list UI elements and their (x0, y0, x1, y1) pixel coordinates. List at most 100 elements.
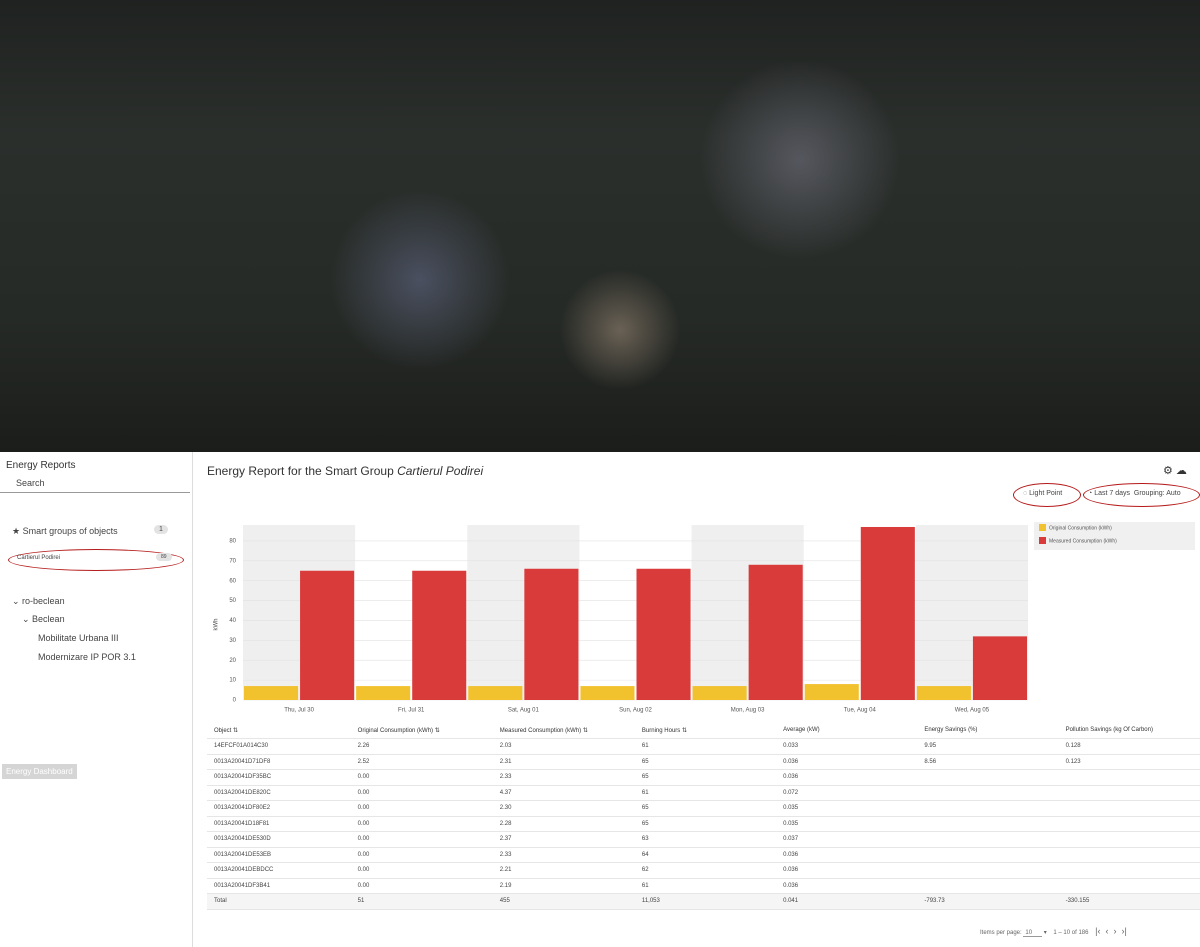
page-range: 1 – 10 of 186 (1053, 930, 1089, 936)
tree-node[interactable]: Mobilitate Urbana III (38, 633, 119, 643)
cell: 2.37 (492, 831, 635, 848)
cell (1058, 769, 1200, 786)
x-tick-label: Tue, Aug 04 (844, 708, 877, 714)
search[interactable]: Search (0, 478, 190, 493)
grouping-label: Grouping: Auto (1133, 490, 1181, 497)
tree-node[interactable]: ⌄ Beclean (22, 614, 65, 624)
cell (1058, 800, 1200, 817)
tree-label: Beclean (32, 614, 65, 624)
total-cell: 51 (350, 893, 493, 910)
total-cell: -330.155 (1058, 893, 1200, 910)
cell: 2.52 (350, 754, 493, 770)
cell: 0013A20041DF35BC (207, 769, 351, 786)
dashboard-button[interactable]: Energy Dashboard (2, 764, 77, 779)
legend-label: Measured Consumption (kWh) (1049, 538, 1117, 544)
cell: 0013A20041DF80E2 (207, 800, 351, 817)
cell: 2.21 (492, 862, 635, 879)
cell (917, 831, 1059, 848)
cell: 0.00 (350, 878, 493, 894)
search-placeholder: Search (16, 478, 45, 488)
bar (356, 686, 411, 700)
bar (244, 686, 299, 700)
column-header: Average (kW) (776, 722, 918, 739)
cell (1058, 847, 1200, 863)
legend-swatch (1039, 524, 1046, 531)
cell: 65 (634, 754, 777, 770)
legend-label: Original Consumption (kWh) (1049, 525, 1112, 531)
x-tick-label: Thu, Jul 30 (284, 708, 314, 714)
cell (917, 785, 1059, 801)
cell: 0.00 (350, 816, 493, 832)
cell: 0013A20041D71DF8 (207, 754, 351, 770)
tree-node[interactable]: Modernizare IP POR 3.1 (38, 652, 136, 662)
bar (468, 686, 523, 700)
cell: 2.26 (350, 738, 493, 755)
period-selector[interactable]: ◔ Last 7 days Grouping: Auto (1088, 490, 1181, 497)
cell: 0.00 (350, 862, 493, 879)
x-tick-label: Fri, Jul 31 (398, 708, 425, 714)
cell: 0.00 (350, 769, 493, 786)
x-tick-label: Wed, Aug 05 (955, 708, 990, 714)
cell: 0.072 (776, 785, 918, 801)
report-title: Energy Report for the Smart Group Cartie… (207, 464, 483, 478)
tree-node[interactable]: ⌄ ro-beclean (12, 596, 65, 606)
paginator: Items per page: 10 ▾ 1 – 10 of 186 |‹ ‹ … (980, 926, 1127, 937)
chart: 0 10 20 30 40 50 60 70 80 kWh Thu, Jul 30 Fri, Jul … (214, 522, 1195, 714)
table-wrap: Object ⇅ Original Consumption (kWh) ⇅ Meas… (207, 722, 1200, 910)
table-row: 0013A20041DF80E2 0.00 2.30 65 0.035 (207, 800, 1200, 817)
y-tick-label: 30 (229, 638, 236, 644)
groups-label: Smart groups of objects (22, 526, 118, 536)
cell: 0013A20041DE820C (207, 785, 351, 801)
bar (692, 686, 747, 700)
bar (300, 570, 355, 700)
cell: 0013A20041DEBDCC (207, 862, 351, 879)
cell (917, 862, 1059, 879)
toolbar-icons[interactable]: ⚙ ☁ (1163, 465, 1187, 477)
filter-label: Light Point (1029, 490, 1063, 497)
total-row: Total 51 455 11,053 0.041 -793.73 -330.155 (207, 893, 1200, 910)
page-nav[interactable]: |‹ ‹ › ›| (1095, 926, 1127, 936)
annotation (1013, 483, 1081, 507)
y-tick-label: 10 (229, 678, 236, 684)
table-row: 0013A20041DF35BC 0.00 2.33 65 0.036 (207, 769, 1200, 786)
cell: 0.036 (776, 862, 918, 879)
column-header: Original Consumption (kWh) ⇅ (350, 722, 493, 739)
bar (860, 526, 915, 700)
cell: 4.37 (492, 785, 635, 801)
bar (916, 686, 971, 700)
cell: 0.00 (350, 831, 493, 848)
cell: 0.00 (350, 785, 493, 801)
groups[interactable]: ★ Smart groups of objects (12, 526, 118, 536)
table-row: 0013A20041DE820C 0.00 4.37 61 0.072 (207, 785, 1200, 801)
column-header: Burning Hours ⇅ (634, 722, 777, 739)
y-tick-label: 20 (229, 658, 236, 664)
cell (917, 878, 1059, 894)
bar (972, 636, 1027, 700)
column-header: Object ⇅ (207, 722, 351, 739)
cell: 62 (634, 862, 777, 879)
cell: 0.037 (776, 831, 918, 848)
page-size-label: Items per page: (980, 930, 1022, 936)
y-tick-label: 60 (229, 578, 236, 584)
report-table: Object ⇅ Original Consumption (kWh) ⇅ Meas… (207, 722, 1200, 910)
cell: 61 (634, 738, 777, 755)
cell: 2.03 (492, 738, 635, 755)
cell (1058, 878, 1200, 894)
y-tick-label: 40 (229, 618, 236, 624)
cell: 0013A20041DE53EB (207, 847, 351, 863)
cell: 2.28 (492, 816, 635, 832)
cell: 2.30 (492, 800, 635, 817)
page-size[interactable]: 10 (1023, 930, 1043, 937)
cell (917, 769, 1059, 786)
light-point-filter[interactable]: ◌ Light Point (1023, 490, 1063, 497)
cell (1058, 785, 1200, 801)
column-header: Energy Savings (%) (917, 722, 1059, 739)
group-item-count: 89 (156, 553, 172, 561)
group-item[interactable]: Cartierul Podirei (17, 555, 61, 561)
y-tick-label: 0 (233, 698, 237, 704)
cell: 0.123 (1058, 754, 1200, 770)
x-tick-label: Sat, Aug 01 (508, 708, 540, 714)
cell: 0.035 (776, 800, 918, 817)
cell: 14EFCF01A014C30 (207, 738, 351, 755)
cell: 0.033 (776, 738, 918, 755)
